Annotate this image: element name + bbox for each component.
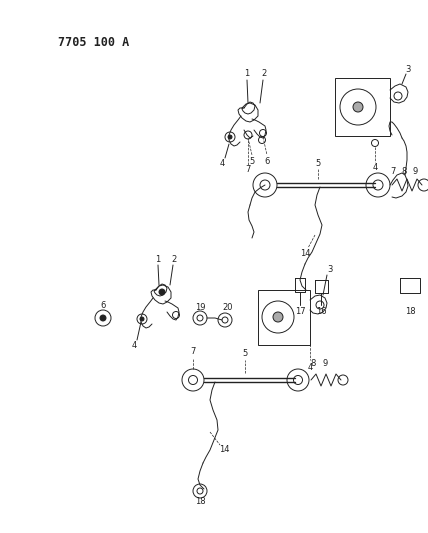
Text: 14: 14 bbox=[219, 446, 229, 455]
Text: 17: 17 bbox=[295, 306, 305, 316]
Text: 2: 2 bbox=[171, 254, 177, 263]
Text: 7: 7 bbox=[390, 166, 396, 175]
Text: 19: 19 bbox=[195, 303, 205, 312]
Text: 2: 2 bbox=[262, 69, 267, 78]
Text: 18: 18 bbox=[195, 497, 205, 506]
Text: 4: 4 bbox=[307, 362, 312, 372]
Text: 7: 7 bbox=[245, 166, 251, 174]
Text: 5: 5 bbox=[242, 350, 248, 359]
Text: 4: 4 bbox=[372, 164, 377, 173]
Text: 3: 3 bbox=[405, 66, 411, 75]
Circle shape bbox=[273, 312, 283, 322]
Circle shape bbox=[140, 317, 144, 321]
Text: 14: 14 bbox=[300, 248, 310, 257]
Text: 7705 100 A: 7705 100 A bbox=[58, 36, 129, 49]
Text: 18: 18 bbox=[405, 306, 415, 316]
Circle shape bbox=[228, 135, 232, 139]
Text: 1: 1 bbox=[155, 254, 160, 263]
Text: 7: 7 bbox=[190, 348, 196, 357]
Text: 4: 4 bbox=[220, 158, 225, 167]
Bar bbox=[335, 78, 390, 136]
Circle shape bbox=[353, 102, 363, 112]
Text: 8: 8 bbox=[310, 359, 316, 367]
Bar bbox=[258, 290, 310, 345]
Text: 16: 16 bbox=[316, 306, 326, 316]
Text: 20: 20 bbox=[223, 303, 233, 312]
Circle shape bbox=[159, 289, 165, 295]
Text: 1: 1 bbox=[244, 69, 250, 78]
Text: 9: 9 bbox=[412, 166, 418, 175]
Text: 3: 3 bbox=[327, 265, 333, 274]
Text: 9: 9 bbox=[322, 359, 327, 367]
Text: 4: 4 bbox=[131, 342, 137, 351]
Text: 5: 5 bbox=[250, 157, 255, 166]
Text: 6: 6 bbox=[265, 157, 270, 166]
Text: 8: 8 bbox=[401, 166, 407, 175]
Text: 6: 6 bbox=[100, 301, 106, 310]
Text: 5: 5 bbox=[315, 158, 321, 167]
Circle shape bbox=[100, 315, 106, 321]
